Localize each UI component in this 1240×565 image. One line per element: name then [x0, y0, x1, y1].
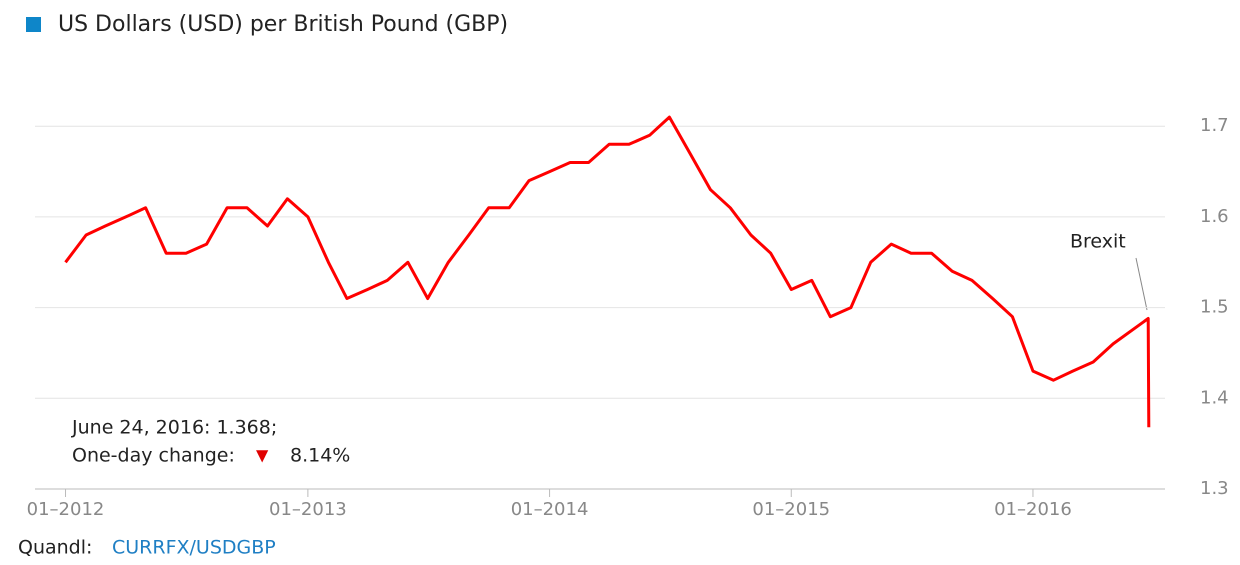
- x-tick-label: 01–2013: [269, 499, 347, 520]
- y-tick-label: 1.6: [1200, 206, 1229, 227]
- annotation-line: [1135, 257, 1148, 311]
- x-tick-label: 01–2012: [27, 499, 105, 520]
- source-label: Quandl:: [18, 537, 92, 559]
- x-tick-label: 01–2014: [511, 499, 589, 520]
- y-tick-label: 1.3: [1200, 478, 1229, 499]
- source-link[interactable]: CURRFX/USDGBP: [112, 537, 276, 559]
- info-arrow: ▼: [256, 446, 269, 465]
- info-label: One-day change:: [72, 445, 235, 467]
- title-marker: [26, 17, 41, 32]
- info-change: 8.14%: [290, 445, 350, 467]
- chart-title: US Dollars (USD) per British Pound (GBP): [58, 12, 508, 37]
- line: [64, 115, 1151, 428]
- y-tick-label: 1.5: [1200, 297, 1229, 318]
- y-tick-label: 1.7: [1200, 115, 1229, 136]
- x-tick-label: 01–2016: [994, 499, 1072, 520]
- annotation: Brexit: [1070, 231, 1126, 253]
- info-line: June 24, 2016: 1.368;: [71, 417, 277, 439]
- x-tick-label: 01–2015: [752, 499, 830, 520]
- y-tick-label: 1.4: [1200, 387, 1229, 408]
